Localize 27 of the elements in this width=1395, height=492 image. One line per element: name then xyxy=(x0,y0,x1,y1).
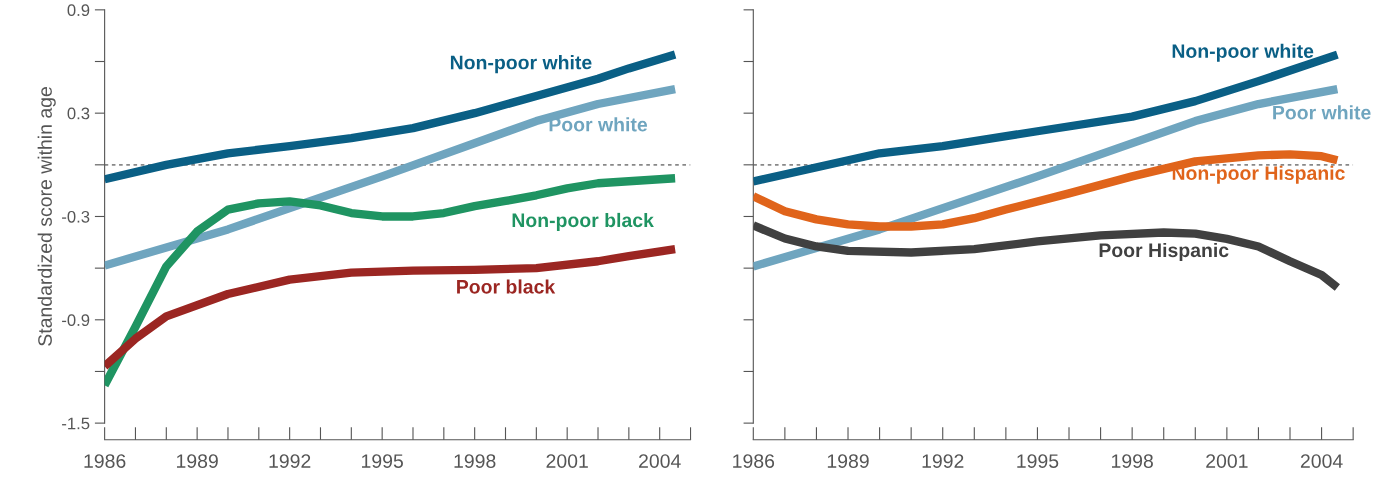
series-label: Non-poor white xyxy=(1172,43,1314,62)
series-label: Poor white xyxy=(1273,105,1371,120)
x-tick-label: 2004 xyxy=(1300,454,1343,468)
x-tick-label: 1998 xyxy=(1112,454,1153,468)
x-tick-label: 1992 xyxy=(922,454,964,468)
x-tick-label: 1992 xyxy=(269,454,311,468)
series-label: Non-poor black xyxy=(512,212,654,231)
series-label: Poor Hispanic xyxy=(1099,242,1229,261)
y-tick-label: 0.9 xyxy=(67,4,90,17)
x-tick-label: 2001 xyxy=(546,454,588,468)
y-tick-label: -1.5 xyxy=(62,417,90,430)
x-tick-label: 1995 xyxy=(362,454,403,468)
x-tick-label: 1989 xyxy=(176,454,218,468)
x-tick-label: 1989 xyxy=(827,454,869,468)
x-tick-label: 1986 xyxy=(733,454,775,468)
y-tick-label: 0.3 xyxy=(67,107,90,120)
y-axis-title: Standardized score within age xyxy=(37,87,56,346)
x-tick-label: 1998 xyxy=(454,454,496,468)
series-label: Non-poor Hispanic xyxy=(1172,165,1345,184)
x-tick-label: 2004 xyxy=(639,454,681,468)
x-tick-label: 2001 xyxy=(1206,454,1248,468)
series-label: Non-poor white xyxy=(450,55,592,74)
y-tick-label: -0.3 xyxy=(62,210,90,223)
y-tick-label: -0.9 xyxy=(62,314,90,326)
x-tick-label: 1995 xyxy=(1017,454,1059,468)
x-tick-label: 1986 xyxy=(84,454,126,468)
series-label: Poor black xyxy=(457,279,556,294)
